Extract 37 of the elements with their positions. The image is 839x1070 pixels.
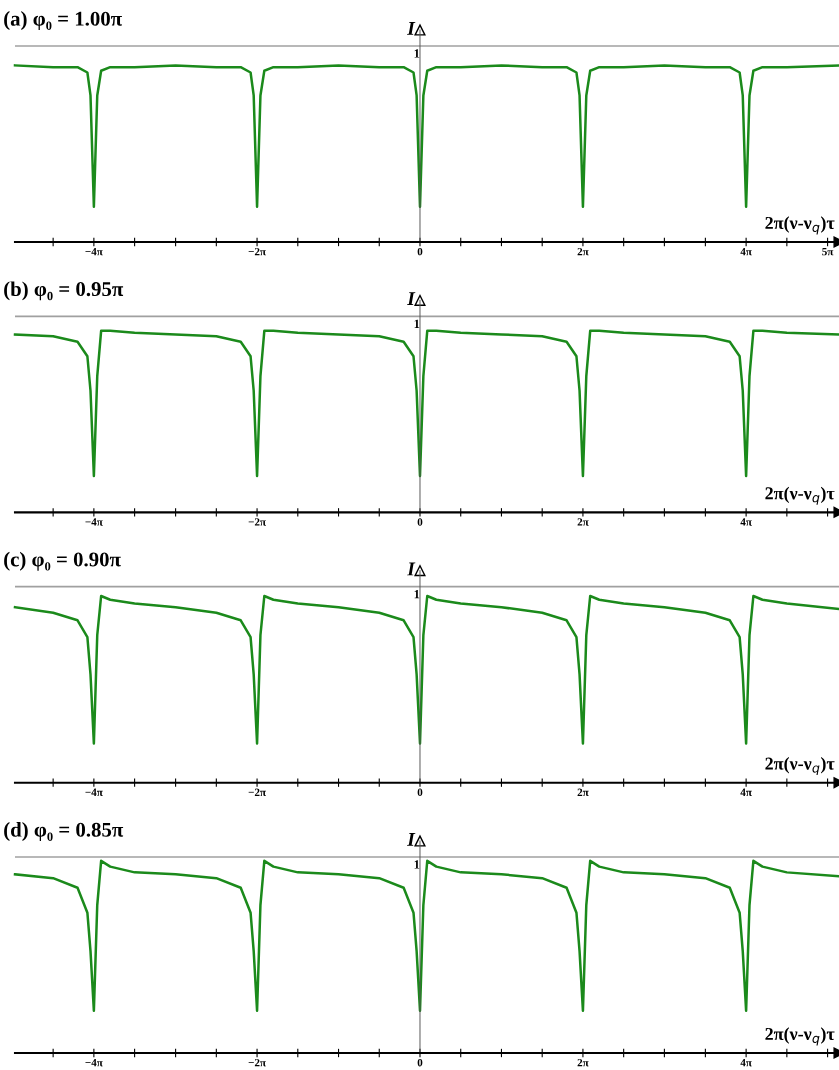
chart-title: (d) φ₀ = 0.85π: [4, 822, 124, 841]
y-axis-title: I: [407, 21, 416, 35]
x-tick-label: 5π: [822, 247, 834, 256]
x-tick-label: 0: [417, 518, 423, 526]
x-axis-title: 2π(ν-ν$_{q}$)τ: [765, 216, 835, 235]
x-tick-label: 0: [417, 1058, 423, 1067]
ref-line-label: 1: [414, 860, 420, 869]
y-axis-title: I: [407, 292, 416, 306]
x-tick-label: −2π: [248, 518, 266, 526]
x-tick-label: 2π: [577, 1058, 589, 1067]
x-tick-label: 4π: [740, 1058, 752, 1067]
x-tick-label: −2π: [248, 788, 266, 797]
ref-line-label: 1: [414, 49, 420, 58]
ref-line-label: 1: [414, 590, 420, 599]
y-axis-title: I: [407, 562, 416, 576]
x-tick-label: −2π: [248, 1058, 266, 1067]
x-tick-label: 4π: [740, 518, 752, 526]
x-tick-label: 4π: [740, 788, 752, 797]
chart-title: (c) φ₀ = 0.90π: [4, 551, 121, 571]
x-tick-label: −4π: [85, 518, 103, 526]
x-tick-label: 4π: [740, 247, 752, 256]
x-tick-label: 0: [417, 247, 423, 256]
x-tick-label: −4π: [85, 1058, 103, 1067]
ref-line-label: 1: [414, 319, 420, 328]
x-tick-label: 2π: [577, 247, 589, 256]
y-axis-title: I: [407, 832, 416, 846]
chart-title: (b) φ₀ = 0.95π: [4, 281, 124, 301]
chart-title: (a) φ₀ = 1.00π: [4, 11, 122, 30]
x-tick-label: 0: [417, 788, 423, 797]
x-axis-title: 2π(ν-ν$_{q}$)τ: [765, 1027, 835, 1046]
x-axis-title: 2π(ν-ν$_{q}$)τ: [765, 486, 835, 505]
x-tick-label: −2π: [248, 247, 266, 256]
x-tick-label: 2π: [577, 788, 589, 797]
x-tick-label: −4π: [85, 788, 103, 797]
x-tick-label: −4π: [85, 247, 103, 256]
x-axis-title: 2π(ν-ν$_{q}$)τ: [765, 757, 835, 776]
x-tick-label: 2π: [577, 518, 589, 526]
